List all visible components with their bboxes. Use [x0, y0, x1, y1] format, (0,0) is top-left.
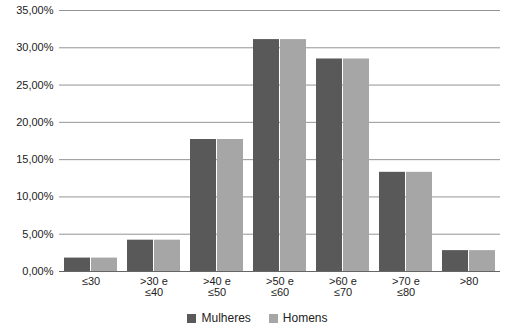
svg-text:35,00%: 35,00%	[16, 4, 54, 16]
html-text:Mulheres: Mulheres	[201, 311, 251, 325]
svg-text:25,00%: 25,00%	[16, 79, 54, 91]
svg-text:>80: >80	[460, 275, 479, 287]
html-text:Homens: Homens	[282, 311, 328, 325]
svg-text:5,00%: 5,00%	[22, 228, 53, 240]
svg-text:0,00%: 0,00%	[22, 265, 53, 277]
svg-text:≤30: ≤30	[82, 275, 100, 287]
svg-text:>50 e≤60: >50 e≤60	[266, 275, 294, 298]
svg-text:30,00%: 30,00%	[16, 41, 54, 53]
svg-text:>60 e≤70: >60 e≤70	[329, 275, 357, 298]
svg-text:10,00%: 10,00%	[16, 190, 54, 202]
svg-text:>70 e≤80: >70 e≤80	[392, 275, 420, 298]
svg-text:15,00%: 15,00%	[16, 153, 54, 165]
svg-text:20,00%: 20,00%	[16, 116, 54, 128]
svg-text:>30 e≤40: >30 e≤40	[140, 275, 168, 298]
svg-text:>40 e≤50: >40 e≤50	[203, 275, 231, 298]
